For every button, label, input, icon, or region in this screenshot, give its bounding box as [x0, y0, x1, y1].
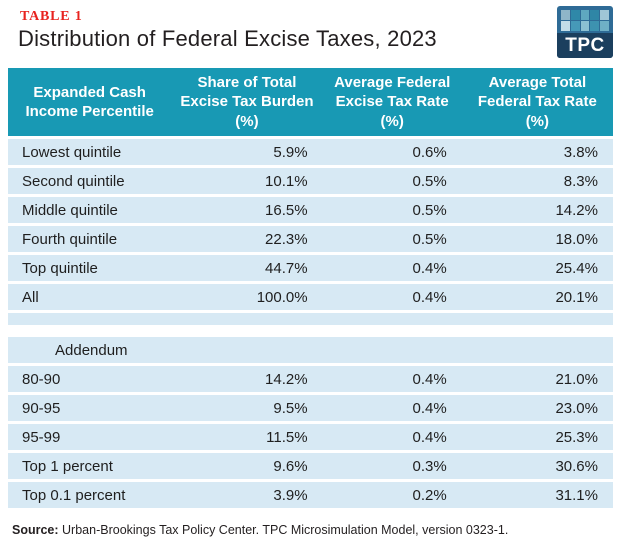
- total-rate-value: 25.4%: [555, 259, 598, 277]
- row-label: Top 1 percent: [22, 457, 113, 475]
- share-value: 9.6%: [273, 457, 308, 475]
- page-title: Distribution of Federal Excise Taxes, 20…: [18, 26, 437, 51]
- excise-rate-value: 0.4%: [412, 259, 447, 277]
- row-label: 90-95: [22, 399, 61, 417]
- share-value: 16.5%: [265, 201, 308, 219]
- total-rate-value: 21.0%: [555, 370, 598, 388]
- share-value: 14.2%: [265, 370, 308, 388]
- logo-square: [570, 10, 580, 20]
- logo-square: [590, 21, 600, 31]
- excise-rate-value: 0.3%: [412, 457, 447, 475]
- source-note: Source: Urban-Brookings Tax Policy Cente…: [12, 523, 613, 537]
- share-value: 10.1%: [265, 172, 308, 190]
- share-value: 5.9%: [273, 143, 308, 161]
- share-value: 3.9%: [273, 486, 308, 504]
- total-rate-value: 8.3%: [563, 172, 598, 190]
- total-rate-value: 30.6%: [555, 457, 598, 475]
- total-rate-value: 20.1%: [555, 288, 598, 306]
- row-label: 95-99: [22, 428, 61, 446]
- logo-square: [580, 10, 590, 20]
- total-rate-value: 25.3%: [555, 428, 598, 446]
- table-spacer-row: [8, 313, 613, 325]
- total-rate-value: 18.0%: [555, 230, 598, 248]
- row-label: Top 0.1 percent: [22, 486, 126, 504]
- table-row-middle-quintile: Middle quintile 16.5% 0.5% 14.2%: [8, 197, 613, 223]
- excise-rate-value: 0.4%: [412, 428, 447, 446]
- source-label: Source:: [12, 523, 59, 537]
- logo-square: [590, 10, 600, 20]
- source-text: Urban-Brookings Tax Policy Center. TPC M…: [62, 523, 509, 537]
- table-row-lowest-quintile: Lowest quintile 5.9% 0.6% 3.8%: [8, 139, 613, 165]
- excise-rate-value: 0.5%: [412, 172, 447, 190]
- row-label: Middle quintile: [22, 201, 118, 219]
- table-label: TABLE 1: [20, 9, 83, 24]
- table-row-95-99: 95-99 11.5% 0.4% 25.3%: [8, 424, 613, 450]
- excise-rate-value: 0.5%: [412, 201, 447, 219]
- total-rate-value: 14.2%: [555, 201, 598, 219]
- section-label: Addendum: [55, 341, 128, 359]
- table-row-80-90: 80-90 14.2% 0.4% 21.0%: [8, 366, 613, 392]
- row-label: All: [22, 288, 39, 306]
- excise-rate-value: 0.4%: [412, 370, 447, 388]
- share-value: 44.7%: [265, 259, 308, 277]
- table-header-row: Expanded Cash Income Percentile Share of…: [8, 68, 613, 136]
- logo-text: TPC: [565, 34, 605, 56]
- total-rate-value: 31.1%: [555, 486, 598, 504]
- share-value: 100.0%: [256, 288, 308, 306]
- excise-rate-value: 0.4%: [412, 288, 447, 306]
- data-table: Expanded Cash Income Percentile Share of…: [8, 68, 613, 508]
- table-row-all: All 100.0% 0.4% 20.1%: [8, 284, 613, 310]
- column-header-share-of-burden: Share of Total Excise Tax Burden (%): [180, 73, 314, 130]
- logo-square: [580, 21, 590, 31]
- figure-header: TABLE 1 Distribution of Federal Excise T…: [0, 0, 621, 68]
- table-row-90-95: 90-95 9.5% 0.4% 23.0%: [8, 395, 613, 421]
- logo-square: [600, 21, 609, 31]
- column-header-income-percentile: Expanded Cash Income Percentile: [25, 83, 154, 121]
- row-label: Top quintile: [22, 259, 98, 277]
- logo-square: [570, 21, 580, 31]
- table-row-top-1-percent: Top 1 percent 9.6% 0.3% 30.6%: [8, 453, 613, 479]
- total-rate-value: 3.8%: [563, 143, 598, 161]
- share-value: 9.5%: [273, 399, 308, 417]
- row-label: 80-90: [22, 370, 61, 388]
- column-header-excise-tax-rate: Average Federal Excise Tax Rate (%): [334, 73, 451, 130]
- excise-rate-value: 0.2%: [412, 486, 447, 504]
- logo-square: [600, 10, 609, 20]
- row-label: Fourth quintile: [22, 230, 118, 248]
- table-row-top-0p1-percent: Top 0.1 percent 3.9% 0.2% 31.1%: [8, 482, 613, 508]
- excise-rate-value: 0.5%: [412, 230, 447, 248]
- table-row-fourth-quintile: Fourth quintile 22.3% 0.5% 18.0%: [8, 226, 613, 252]
- logo-band: TPC: [557, 33, 613, 58]
- share-value: 11.5%: [266, 428, 308, 446]
- row-label: Second quintile: [22, 172, 125, 190]
- logo-square: [561, 21, 570, 31]
- logo-square: [561, 10, 570, 20]
- table-row-second-quintile: Second quintile 10.1% 0.5% 8.3%: [8, 168, 613, 194]
- table-row-addendum-label: Addendum: [8, 337, 613, 363]
- table-row-top-quintile: Top quintile 44.7% 0.4% 25.4%: [8, 255, 613, 281]
- excise-rate-value: 0.4%: [412, 399, 447, 417]
- column-header-total-tax-rate: Average Total Federal Tax Rate (%): [477, 73, 597, 130]
- excise-rate-value: 0.6%: [412, 143, 447, 161]
- total-rate-value: 23.0%: [555, 399, 598, 417]
- tpc-logo: TPC: [557, 6, 613, 58]
- share-value: 22.3%: [265, 230, 308, 248]
- row-label: Lowest quintile: [22, 143, 122, 161]
- logo-squares: [561, 10, 609, 31]
